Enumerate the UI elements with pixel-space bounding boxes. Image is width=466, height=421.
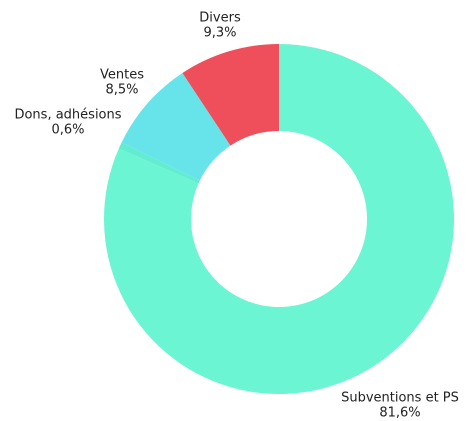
slice-value-label: 0,6%: [51, 123, 84, 138]
slice-value-label: 9,3%: [203, 26, 236, 41]
donut-slice: [104, 44, 455, 395]
slice-label: Divers: [199, 11, 241, 26]
donut-slice: [118, 142, 200, 184]
slice-value-label: 8,5%: [105, 83, 138, 98]
slice-label: Dons, adhésions: [14, 108, 121, 123]
donut-slice: [121, 73, 231, 181]
slice-label: Ventes: [100, 68, 144, 83]
slice-value-label: 81,6%: [379, 406, 420, 421]
donut-slice: [182, 44, 279, 146]
slice-label: Subventions et PS: [341, 391, 459, 406]
